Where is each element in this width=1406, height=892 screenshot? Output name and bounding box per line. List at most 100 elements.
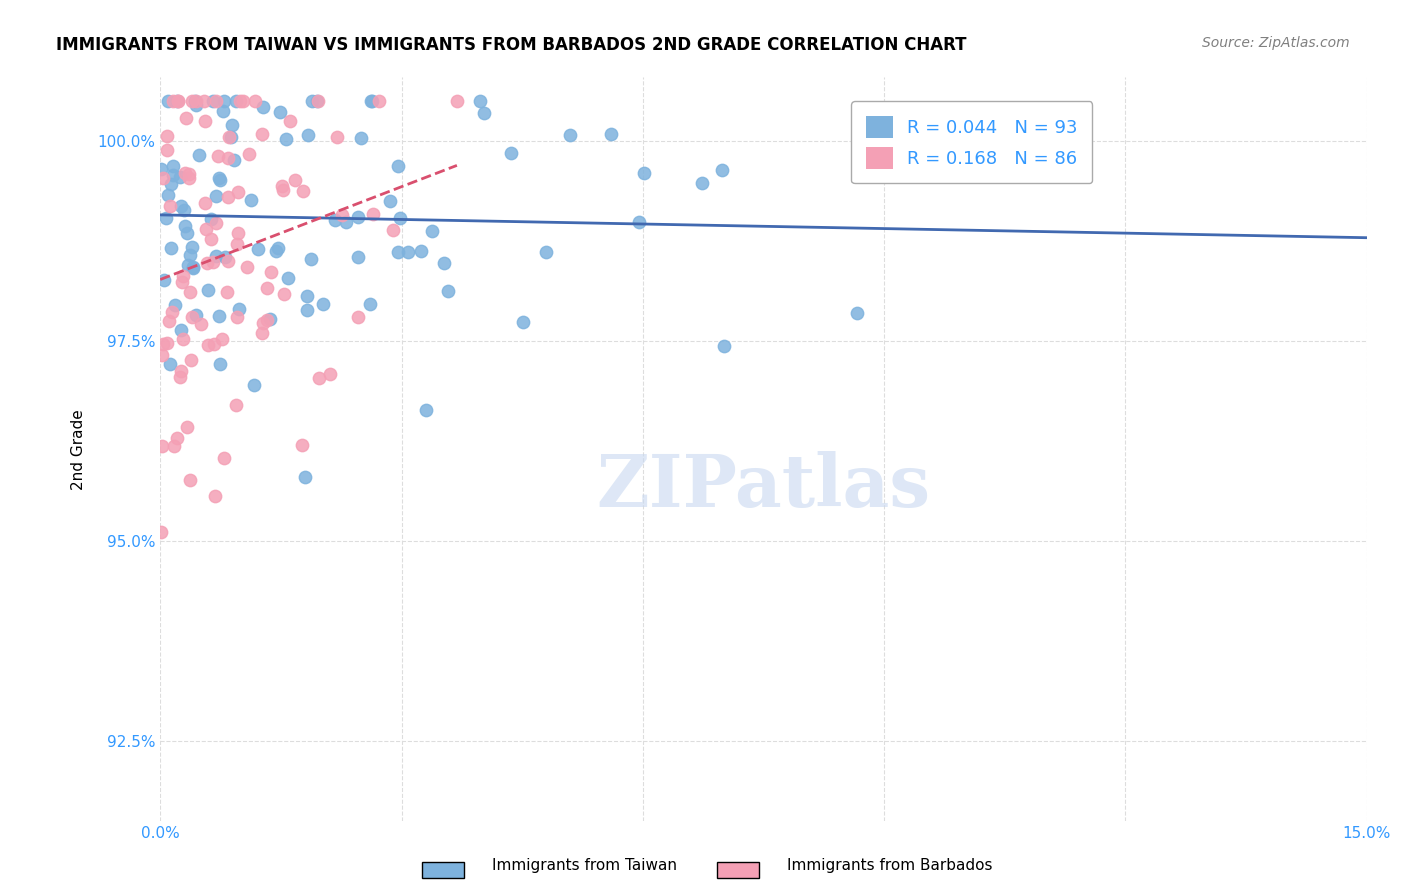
Point bbox=[368, 95, 391, 109]
Point bbox=[176, 259, 198, 273]
Point bbox=[194, 114, 217, 128]
Point bbox=[350, 130, 373, 145]
Point bbox=[201, 255, 224, 269]
Point bbox=[152, 337, 174, 351]
Point bbox=[181, 260, 204, 275]
Point bbox=[295, 303, 318, 318]
Point bbox=[359, 296, 381, 310]
Point bbox=[536, 244, 558, 259]
Point bbox=[266, 244, 288, 258]
Point bbox=[195, 222, 218, 236]
Point bbox=[197, 338, 219, 352]
Point bbox=[292, 185, 315, 199]
Point bbox=[179, 248, 201, 262]
Point bbox=[208, 310, 231, 324]
Point bbox=[152, 272, 174, 286]
Point bbox=[252, 326, 274, 340]
Point bbox=[160, 178, 183, 192]
Point bbox=[229, 95, 252, 109]
Point bbox=[360, 95, 382, 109]
Point bbox=[312, 297, 335, 311]
Point bbox=[297, 128, 319, 142]
Point bbox=[150, 161, 173, 176]
Point bbox=[501, 145, 523, 160]
Point bbox=[173, 166, 195, 180]
Point bbox=[219, 129, 242, 144]
Point bbox=[167, 95, 190, 109]
Point bbox=[150, 524, 173, 539]
Point bbox=[177, 170, 200, 185]
Point bbox=[222, 153, 245, 168]
Point bbox=[330, 208, 353, 222]
Point bbox=[252, 100, 274, 114]
Point bbox=[187, 148, 209, 162]
Point bbox=[323, 213, 346, 227]
Point bbox=[202, 337, 225, 351]
Point bbox=[207, 148, 229, 162]
Point bbox=[294, 469, 316, 483]
Point bbox=[433, 255, 456, 269]
Point bbox=[169, 369, 191, 384]
Point bbox=[184, 308, 207, 322]
Text: Source: ZipAtlas.com: Source: ZipAtlas.com bbox=[1202, 36, 1350, 50]
Point bbox=[269, 104, 291, 119]
Point bbox=[207, 170, 229, 185]
Y-axis label: 2nd Grade: 2nd Grade bbox=[72, 409, 86, 490]
Point bbox=[256, 313, 278, 327]
Point bbox=[204, 490, 226, 504]
Point bbox=[446, 95, 468, 109]
Point bbox=[238, 147, 260, 161]
Point bbox=[346, 250, 368, 264]
Point bbox=[152, 170, 174, 185]
Point bbox=[186, 95, 208, 109]
Point bbox=[181, 310, 204, 324]
Point bbox=[155, 144, 177, 158]
Point bbox=[166, 95, 188, 109]
Point bbox=[307, 95, 329, 109]
Point bbox=[195, 256, 218, 270]
Point bbox=[319, 367, 342, 381]
Point bbox=[299, 252, 322, 267]
Point bbox=[209, 173, 232, 187]
Point bbox=[226, 227, 249, 241]
Point bbox=[173, 219, 195, 234]
Point bbox=[259, 311, 281, 326]
Point bbox=[204, 95, 226, 109]
Point bbox=[226, 310, 249, 325]
Point bbox=[256, 281, 278, 295]
Point bbox=[247, 242, 270, 256]
Point bbox=[156, 188, 179, 202]
Point bbox=[159, 241, 181, 255]
Point bbox=[184, 95, 207, 109]
Point bbox=[170, 199, 193, 213]
Point bbox=[166, 431, 188, 445]
Point bbox=[326, 130, 349, 145]
Point bbox=[209, 357, 232, 371]
Point bbox=[204, 216, 226, 230]
Point bbox=[308, 371, 330, 385]
Point bbox=[162, 168, 184, 182]
Point bbox=[633, 166, 655, 180]
Point bbox=[172, 268, 194, 283]
Point bbox=[200, 211, 222, 226]
Point bbox=[347, 211, 370, 225]
Text: IMMIGRANTS FROM TAIWAN VS IMMIGRANTS FROM BARBADOS 2ND GRADE CORRELATION CHART: IMMIGRANTS FROM TAIWAN VS IMMIGRANTS FRO… bbox=[56, 36, 967, 54]
Point bbox=[600, 127, 623, 141]
Point bbox=[221, 118, 243, 132]
Point bbox=[204, 249, 226, 263]
Point bbox=[415, 403, 437, 417]
Point bbox=[225, 95, 247, 109]
Point bbox=[217, 254, 239, 268]
Point bbox=[166, 95, 188, 109]
Point bbox=[170, 275, 193, 289]
Point bbox=[380, 194, 402, 208]
Point bbox=[335, 214, 357, 228]
Point bbox=[157, 314, 180, 328]
Point bbox=[180, 95, 202, 109]
Point bbox=[472, 106, 495, 120]
Point bbox=[155, 336, 177, 351]
Point bbox=[232, 95, 254, 109]
Point bbox=[172, 332, 194, 346]
Point bbox=[181, 240, 204, 254]
Point bbox=[200, 232, 222, 246]
